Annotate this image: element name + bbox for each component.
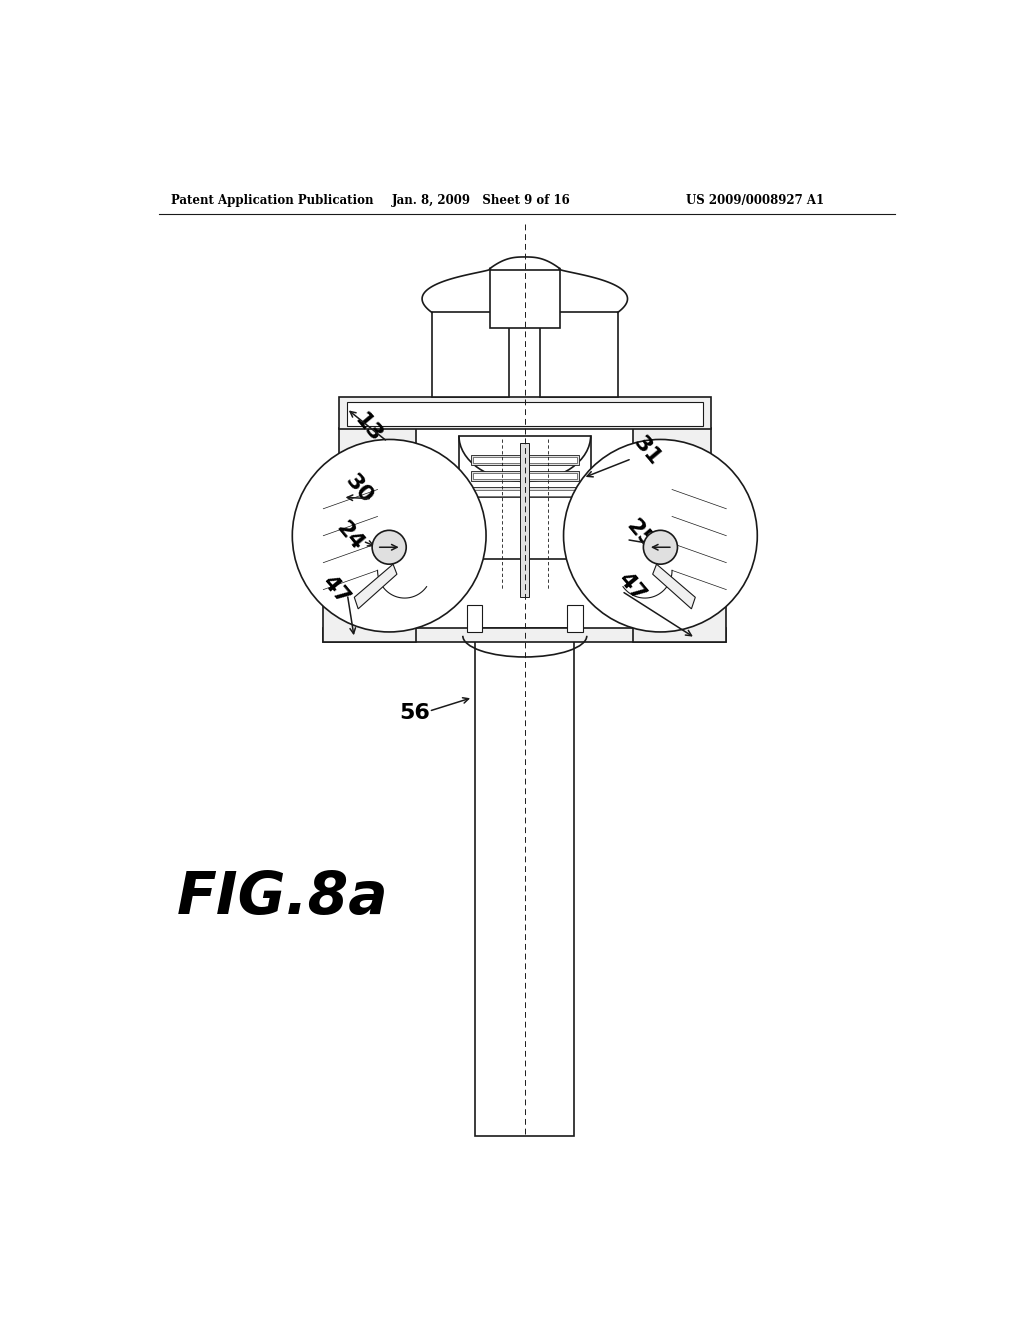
Bar bbox=[471, 487, 579, 498]
Bar bbox=[633, 428, 711, 482]
Text: 25: 25 bbox=[622, 516, 657, 552]
Bar bbox=[432, 313, 509, 397]
Text: US 2009/0008927 A1: US 2009/0008927 A1 bbox=[686, 194, 824, 207]
Circle shape bbox=[292, 440, 486, 632]
Text: Patent Application Publication: Patent Application Publication bbox=[171, 194, 373, 207]
Bar bbox=[467, 605, 482, 632]
Bar bbox=[459, 436, 591, 558]
Text: FIG.8a: FIG.8a bbox=[177, 869, 389, 927]
Text: 30: 30 bbox=[341, 471, 377, 508]
Circle shape bbox=[563, 440, 758, 632]
Text: 31: 31 bbox=[630, 433, 665, 469]
Polygon shape bbox=[652, 564, 695, 609]
Bar bbox=[324, 628, 726, 642]
Bar bbox=[331, 482, 424, 552]
Bar bbox=[339, 397, 711, 429]
Bar bbox=[473, 474, 577, 479]
Text: 47: 47 bbox=[614, 569, 649, 605]
Bar bbox=[473, 490, 577, 495]
Circle shape bbox=[643, 531, 678, 564]
Polygon shape bbox=[354, 564, 397, 609]
Text: Jan. 8, 2009   Sheet 9 of 16: Jan. 8, 2009 Sheet 9 of 16 bbox=[391, 194, 570, 207]
Bar bbox=[626, 482, 719, 552]
Bar bbox=[475, 628, 574, 1137]
Bar bbox=[471, 455, 579, 465]
Text: 24: 24 bbox=[332, 517, 368, 554]
Bar bbox=[324, 552, 417, 642]
Bar bbox=[471, 471, 579, 480]
Bar bbox=[520, 444, 529, 597]
Bar bbox=[567, 605, 583, 632]
Bar bbox=[489, 271, 560, 327]
Text: 13: 13 bbox=[350, 409, 386, 446]
Bar bbox=[473, 457, 577, 463]
Text: 47: 47 bbox=[318, 572, 353, 607]
Bar bbox=[541, 313, 617, 397]
Bar bbox=[339, 428, 417, 482]
Circle shape bbox=[372, 531, 407, 564]
Text: 56: 56 bbox=[399, 702, 430, 723]
Bar bbox=[346, 401, 703, 426]
Bar bbox=[633, 552, 726, 642]
